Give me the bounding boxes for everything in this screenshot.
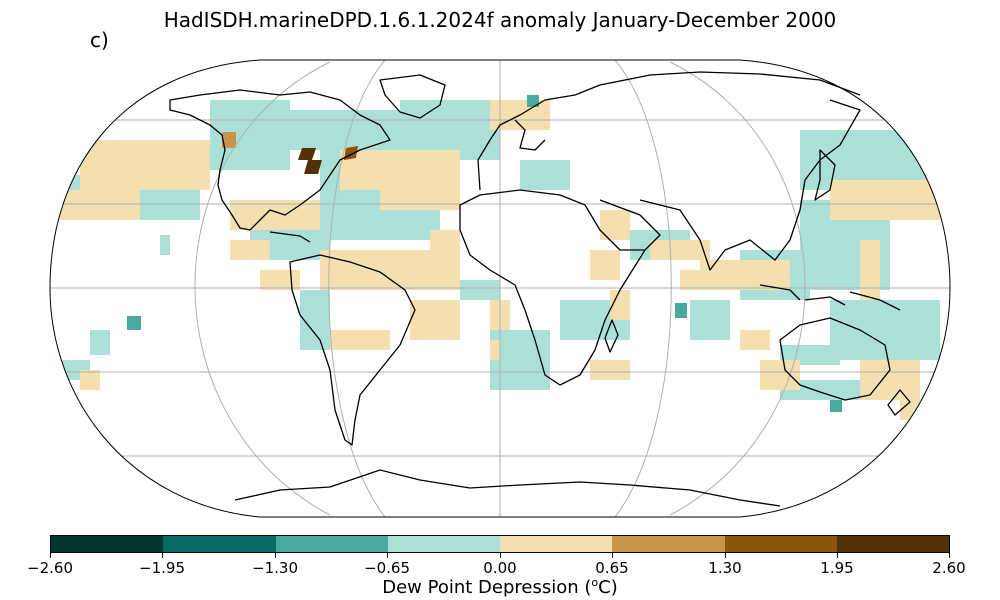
colorbar-tick [837, 553, 838, 558]
colorbar-segment [836, 536, 949, 552]
cells-medium-teal [127, 95, 842, 412]
world-map [49, 59, 951, 518]
colorbar-tick [612, 553, 613, 558]
colorbar-tick-label: −2.60 [27, 559, 73, 577]
colorbar-label-text: Dew Point Depression ( [382, 577, 592, 598]
colorbar-segment [612, 536, 725, 552]
colorbar-tick [387, 553, 388, 558]
map-outline [49, 59, 951, 518]
colorbar-label: Dew Point Depression (oC) [0, 576, 1000, 598]
colorbar-tick-label: 0.00 [483, 559, 517, 577]
colorbar-tick-label: −1.95 [139, 559, 185, 577]
panel-label: c) [90, 28, 109, 52]
colorbar-tick-label: 1.95 [820, 559, 854, 577]
colorbar-tick-label: 0.65 [595, 559, 629, 577]
cells-light-tan [60, 100, 940, 420]
degree-superscript: o [591, 576, 599, 589]
colorbar-tick [500, 553, 501, 558]
colorbar-segment [163, 536, 276, 552]
colorbar-tick [275, 553, 276, 558]
colorbar-tick [725, 553, 726, 558]
graticule [50, 60, 950, 517]
map-title: HadISDH.marineDPD.1.6.1.2024f anomaly Ja… [163, 8, 837, 32]
colorbar-tick [50, 553, 51, 558]
coastlines [169, 71, 911, 507]
cells-tan-orange [222, 132, 236, 148]
colorbar-tick-label: −0.65 [364, 559, 410, 577]
cells-medium-brown [344, 146, 358, 160]
cells-dark-brown [298, 148, 322, 174]
colorbar-tick-label: 1.30 [708, 559, 742, 577]
colorbar-tick [162, 553, 163, 558]
colorbar-segment [275, 536, 388, 552]
anomaly-cells [60, 95, 940, 420]
colorbar-segment [387, 536, 500, 552]
colorbar-tick-label: −1.30 [252, 559, 298, 577]
colorbar-tick-label: 2.60 [932, 559, 966, 577]
colorbar-label-unit: C) [598, 577, 618, 598]
colorbar-segment [500, 536, 613, 552]
colorbar-tick [949, 553, 950, 558]
colorbar-ticks: −2.60 −1.95 −1.30 −0.65 0.00 0.65 1.30 1… [0, 553, 1000, 583]
colorbar [50, 535, 950, 553]
colorbar-segment [51, 536, 164, 552]
colorbar-segment [724, 536, 837, 552]
